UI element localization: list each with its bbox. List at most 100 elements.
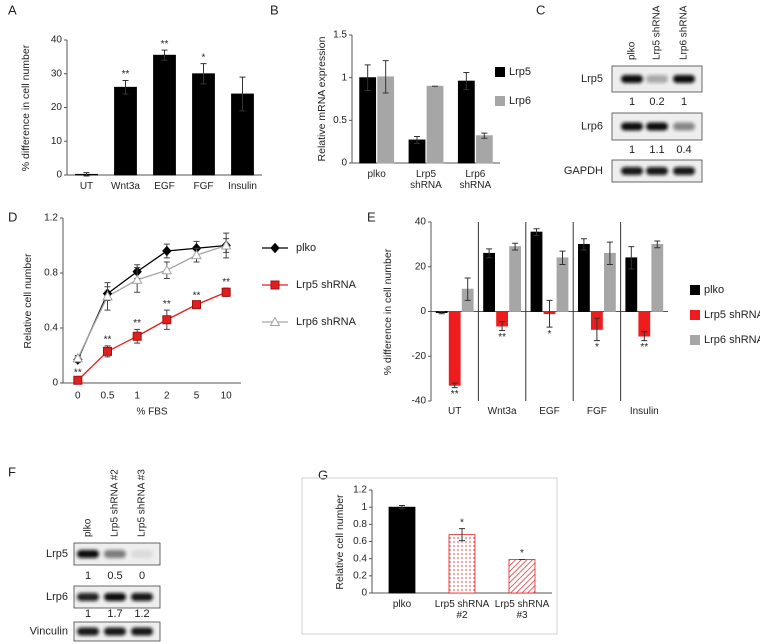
marker bbox=[162, 315, 172, 325]
blot-band bbox=[646, 75, 668, 83]
error-bar bbox=[382, 60, 389, 94]
x-tick-label: UT bbox=[448, 406, 462, 417]
y-tick-label: 1.2 bbox=[44, 213, 58, 224]
significance: ** bbox=[640, 342, 648, 353]
error-bar bbox=[364, 64, 371, 91]
lane-label: Lrp5 shRNA #2 bbox=[110, 469, 121, 537]
y-tick-label: 40 bbox=[51, 35, 63, 46]
x-tick-label: 5 bbox=[194, 391, 200, 402]
blot-band bbox=[77, 550, 99, 558]
legend-label: plko bbox=[704, 284, 724, 296]
error-bar bbox=[512, 242, 519, 251]
error-bar bbox=[83, 172, 90, 177]
series-line bbox=[77, 291, 227, 381]
bar bbox=[556, 257, 569, 312]
marker bbox=[221, 287, 231, 297]
significance: * bbox=[595, 342, 599, 353]
significance: ** bbox=[498, 332, 506, 343]
legend-marker bbox=[270, 280, 280, 290]
quantification: 1 bbox=[85, 570, 91, 582]
blot-band bbox=[77, 593, 99, 601]
error-bar bbox=[451, 382, 458, 389]
legend-label: Lrp5 bbox=[509, 66, 531, 78]
x-tick-label: Lrp5 shRNA #3 bbox=[494, 599, 550, 621]
row-label: Lrp5 bbox=[46, 548, 68, 560]
legend-label: Lrp6 shRNA bbox=[704, 334, 760, 346]
bar bbox=[509, 246, 522, 312]
lane-label: Lrp6 shRNA bbox=[679, 5, 690, 60]
series-line bbox=[77, 244, 227, 359]
y-tick-label: 0.6 bbox=[353, 536, 367, 547]
x-tick-label: Lrp5 shRNA bbox=[410, 169, 442, 191]
significance: ** bbox=[133, 318, 141, 329]
marker bbox=[103, 346, 112, 356]
blot-band bbox=[673, 75, 695, 83]
marker bbox=[191, 249, 202, 260]
x-tick-label: 1 bbox=[134, 391, 140, 402]
marker bbox=[220, 239, 232, 250]
marker bbox=[102, 290, 113, 301]
y-axis-label: Relative mRNA expression bbox=[316, 36, 328, 162]
blot-band bbox=[646, 167, 668, 175]
y-tick-label: 40 bbox=[415, 217, 427, 228]
legend-swatch bbox=[495, 96, 505, 106]
y-tick-label: -20 bbox=[412, 351, 427, 362]
x-tick-label: Lrp5 shRNA #2 bbox=[434, 599, 490, 621]
quantification: 1 bbox=[629, 96, 635, 108]
significance: ** bbox=[193, 291, 201, 302]
x-tick-label: Insulin bbox=[629, 406, 659, 417]
blot-band bbox=[131, 550, 153, 558]
x-tick-label: EGF bbox=[539, 406, 560, 417]
error-bar bbox=[414, 136, 420, 144]
blot-band bbox=[673, 122, 695, 131]
marker bbox=[131, 274, 143, 284]
panel-label: G bbox=[318, 467, 328, 482]
error-bar bbox=[399, 504, 405, 510]
bar bbox=[578, 243, 590, 312]
quantification: 1 bbox=[85, 608, 91, 620]
bar bbox=[114, 86, 137, 176]
y-axis-label: Relative cell number bbox=[22, 252, 34, 349]
significance: * bbox=[548, 329, 552, 340]
blot-band bbox=[646, 122, 668, 131]
error-bar bbox=[533, 228, 540, 236]
blot-band bbox=[104, 593, 126, 601]
x-tick-label: 2 bbox=[164, 391, 170, 402]
quantification: 0.5 bbox=[107, 570, 122, 582]
panel-label: B bbox=[270, 2, 279, 17]
y-tick-label: 0.5 bbox=[333, 115, 347, 126]
x-tick-label: 0.5 bbox=[101, 391, 115, 402]
y-tick-label: 0 bbox=[420, 306, 426, 317]
y-tick-label: 0.8 bbox=[353, 519, 367, 530]
bar bbox=[448, 311, 461, 386]
y-tick-label: 0 bbox=[361, 588, 367, 599]
significance: ** bbox=[104, 335, 112, 346]
y-tick-label: 0.8 bbox=[44, 268, 58, 279]
x-tick-label: plko bbox=[392, 599, 412, 610]
legend-swatch bbox=[690, 310, 700, 320]
y-tick-label: 0.2 bbox=[353, 570, 367, 581]
y-tick-label: 10 bbox=[51, 136, 63, 147]
error-bar bbox=[239, 76, 246, 112]
blot-band bbox=[673, 167, 695, 175]
y-tick-label: 20 bbox=[51, 102, 63, 113]
y-tick-label: 1.2 bbox=[353, 485, 367, 496]
panel-label: E bbox=[367, 209, 376, 224]
significance: ** bbox=[122, 69, 130, 80]
row-label: Lrp6 bbox=[46, 591, 68, 603]
series-line bbox=[77, 244, 227, 360]
x-tick-label: plko bbox=[367, 169, 386, 180]
row-label: GAPDH bbox=[564, 165, 603, 177]
y-axis-label: % difference in cell number bbox=[20, 44, 32, 171]
bar bbox=[153, 54, 176, 176]
legend-label: Lrp5 shRNA bbox=[296, 279, 357, 291]
y-axis-label: Relative cell number bbox=[334, 493, 346, 590]
bar bbox=[192, 73, 215, 176]
row-label: Lrp6 bbox=[581, 120, 603, 132]
legend-marker bbox=[270, 242, 280, 254]
legend-swatch bbox=[495, 67, 505, 77]
legend-label: Lrp6 shRNA bbox=[296, 316, 357, 328]
significance: * bbox=[520, 548, 524, 559]
error-bar bbox=[499, 321, 506, 332]
